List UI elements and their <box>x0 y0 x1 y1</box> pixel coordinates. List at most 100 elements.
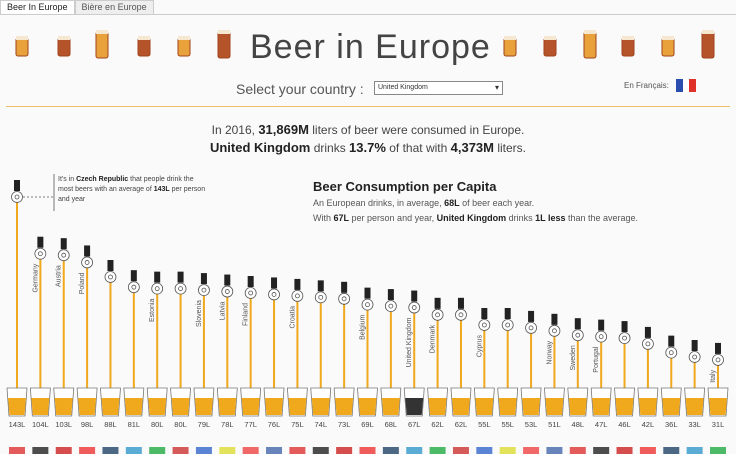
value-label: 67L <box>408 420 421 429</box>
beer <box>405 398 424 415</box>
tap-dot <box>365 302 370 308</box>
beer <box>148 398 167 415</box>
beer <box>381 398 400 415</box>
beer-icons <box>15 30 715 59</box>
text: 31,869M <box>258 122 309 137</box>
text: that people drink the most beers with an… <box>58 176 194 193</box>
country-label: United Kingdom <box>406 317 413 367</box>
beer <box>358 398 377 415</box>
tap-dot <box>154 286 160 292</box>
tap-ring <box>57 249 70 262</box>
foam-icon <box>16 36 28 40</box>
value-label: 88L <box>104 420 117 429</box>
foam-icon <box>178 36 190 40</box>
tap-dot <box>37 251 43 257</box>
value-label: 62L <box>455 420 468 429</box>
value-label: 73L <box>338 420 351 429</box>
beer <box>101 398 120 415</box>
tap-ring <box>712 354 724 366</box>
value-label: 103L <box>55 420 72 429</box>
beer <box>78 398 97 415</box>
tap-dot <box>622 335 627 341</box>
tap-dot <box>411 305 417 310</box>
value-label: 46L <box>618 420 631 429</box>
text: United Kingdom <box>209 140 311 155</box>
flag <box>266 447 283 454</box>
foam-icon <box>138 36 150 40</box>
tap <box>574 318 581 330</box>
flag <box>359 447 376 454</box>
text-line: With 67L per person and year, United Kin… <box>313 213 638 223</box>
beer <box>265 398 284 415</box>
foam-icon <box>96 30 108 34</box>
tap-dot <box>61 252 67 258</box>
flag <box>79 447 96 454</box>
flag <box>102 447 119 454</box>
value-label: 62L <box>431 420 444 429</box>
tab[interactable]: Beer In Europe <box>0 0 75 14</box>
tap <box>551 313 558 325</box>
tap <box>411 290 418 302</box>
country-label: Latvia <box>219 301 226 320</box>
beer <box>288 398 307 415</box>
tap <box>294 278 301 290</box>
tap-ring <box>81 256 93 269</box>
tap-dot <box>178 286 183 292</box>
tap <box>247 276 254 287</box>
flag <box>523 447 540 454</box>
tap <box>644 326 651 338</box>
flag <box>32 447 49 454</box>
foam-icon <box>58 36 70 40</box>
tap-dot <box>552 328 557 334</box>
text: drinks <box>506 213 536 223</box>
tap <box>528 310 535 322</box>
tap <box>715 342 721 354</box>
tap <box>271 277 278 289</box>
foam-icon <box>504 36 516 40</box>
summary-line: United Kingdom drinks 13.7% of that with… <box>0 140 736 155</box>
tap <box>598 319 605 331</box>
country-label: Croatia <box>289 306 296 329</box>
tap-dot <box>575 332 581 338</box>
foam-icon <box>218 30 230 34</box>
text: liters. <box>494 141 527 155</box>
foam-icon <box>622 36 634 40</box>
flag <box>55 447 72 454</box>
tap-ring <box>431 308 444 321</box>
tap-dot <box>131 284 137 290</box>
beer <box>615 398 634 415</box>
beer <box>592 398 611 415</box>
value-label: 31L <box>712 420 725 429</box>
tap-ring <box>244 287 257 299</box>
value-label: 55L <box>478 420 491 429</box>
tap-ring <box>595 330 608 343</box>
tap <box>621 321 628 333</box>
value-label: 143L <box>9 420 26 429</box>
value-label: 98L <box>81 420 94 429</box>
heading: Beer Consumption per Capita <box>313 179 497 194</box>
text: An European drinks, in average, <box>313 198 445 208</box>
tap-dot <box>528 325 534 331</box>
flag <box>569 447 586 454</box>
country-label: Austria <box>56 265 63 287</box>
value-label: 104L <box>32 420 49 429</box>
tap-ring <box>548 324 561 337</box>
value-label: 51L <box>548 420 561 429</box>
beer <box>194 398 213 415</box>
tap <box>691 340 698 351</box>
tap-dot <box>715 357 721 363</box>
tap-ring <box>174 282 187 295</box>
tap-ring <box>198 284 210 296</box>
tap <box>457 297 464 309</box>
tap-dot <box>692 354 698 360</box>
text: 67L <box>333 213 350 223</box>
tap-ring <box>455 308 467 321</box>
tap <box>154 271 161 283</box>
flag <box>639 447 656 454</box>
country-dropdown[interactable]: United Kingdom <box>374 81 503 95</box>
tab[interactable]: Bière en Europe <box>74 0 154 14</box>
french-flag[interactable] <box>676 79 697 92</box>
beer <box>522 398 541 415</box>
country-label: Finland <box>243 303 250 326</box>
